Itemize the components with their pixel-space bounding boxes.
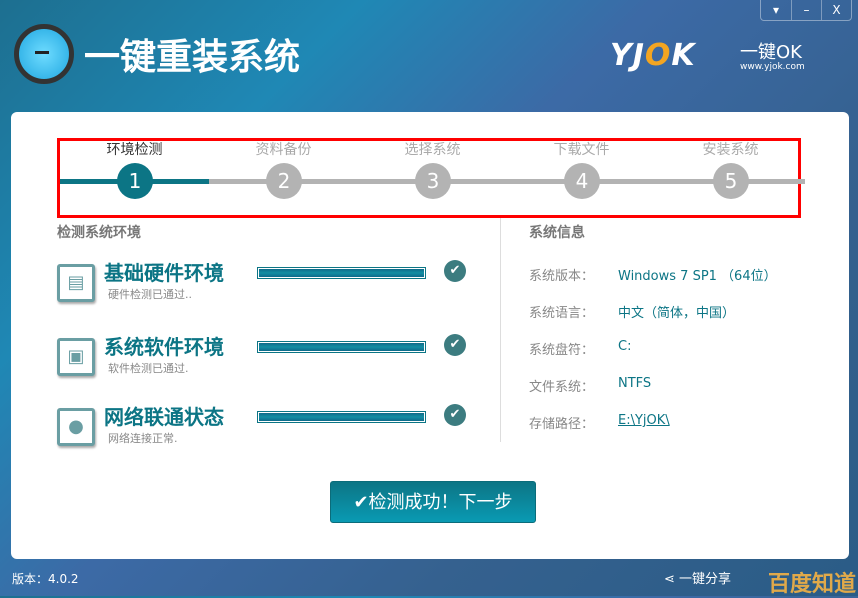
check-icon: ✔ xyxy=(444,404,466,426)
detect-item-hardware: ▤ 基础硬件环境 硬件检测已通过.. ✔ xyxy=(57,260,477,314)
minimize-button[interactable]: – xyxy=(791,0,821,20)
step-3: 选择系统 3 xyxy=(358,141,507,215)
hardware-icon: ▤ xyxy=(57,264,95,302)
brand-logo: YJOK xyxy=(610,38,696,73)
divider xyxy=(500,218,501,442)
main-panel: 环境检测 1 资料备份 2 选择系统 3 下载文件 4 安装系统 5 检测系统环境 ▤ 基… xyxy=(11,112,849,559)
clock-logo-icon xyxy=(14,24,74,84)
brand-url: www.yjok.com xyxy=(740,62,805,72)
progress-bar xyxy=(257,267,426,279)
step-2: 资料备份 2 xyxy=(209,141,358,215)
globe-icon: ● xyxy=(57,408,95,446)
share-icon: ⋖ xyxy=(664,572,680,587)
step-5: 安装系统 5 xyxy=(656,141,805,215)
progress-bar xyxy=(257,341,426,353)
next-step-button[interactable]: ✔检测成功！下一步 xyxy=(330,481,536,523)
step-4: 下载文件 4 xyxy=(507,141,656,215)
watermark: 百度知道 xyxy=(768,572,857,597)
step-1: 环境检测 1 xyxy=(60,141,209,215)
menu-button[interactable]: ▾ xyxy=(772,3,780,17)
step-progress: 环境检测 1 资料备份 2 选择系统 3 下载文件 4 安装系统 5 xyxy=(57,138,805,218)
app-title: 一键重装系统 xyxy=(84,37,301,78)
sysinfo-title: 系统信息 xyxy=(529,225,585,241)
window-controls: ▾ – X xyxy=(760,0,852,21)
detect-item-network: ● 网络联通状态 网络连接正常. ✔ xyxy=(57,404,477,458)
version-label: 版本：4.0.2 xyxy=(12,572,79,586)
progress-bar xyxy=(257,411,426,423)
storage-path-link[interactable]: E:\YjOK\ xyxy=(618,413,670,428)
check-icon: ✔ xyxy=(444,334,466,356)
monitor-icon: ▣ xyxy=(57,338,95,376)
close-button[interactable]: X xyxy=(821,0,851,20)
detect-item-software: ▣ 系统软件环境 软件检测已通过. ✔ xyxy=(57,334,477,388)
share-button[interactable]: ⋖ 一键分享 xyxy=(664,572,732,587)
check-icon: ✔ xyxy=(444,260,466,282)
detect-title: 检测系统环境 xyxy=(57,225,141,241)
brand-slogan: 一键OK xyxy=(740,42,802,63)
